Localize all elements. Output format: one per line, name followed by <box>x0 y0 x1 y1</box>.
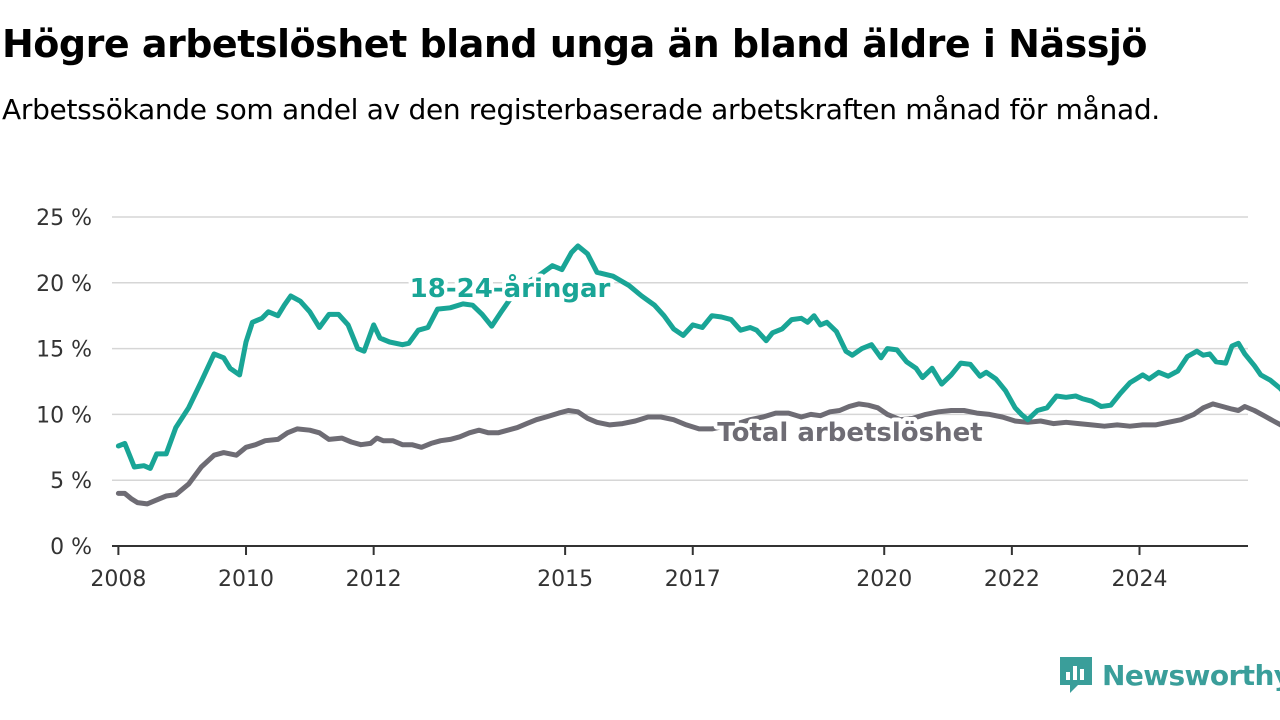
x-tick-label: 2015 <box>537 567 593 592</box>
youth-series-label: 18-24-åringar <box>410 272 611 304</box>
y-tick-label: 15 % <box>36 338 92 363</box>
newsworthy-brand: Newsworthy <box>1058 655 1280 695</box>
y-tick-label: 5 % <box>50 469 92 494</box>
total-unemployment-line <box>115 401 1280 507</box>
x-tick-label: 2020 <box>856 567 912 592</box>
gridlines <box>112 216 1248 481</box>
x-tick-label: 2010 <box>218 567 274 592</box>
y-tick-label: 10 % <box>36 403 92 428</box>
series-labels: 11,4 %18-24-åringar8,3 %Total arbetslösh… <box>406 268 987 452</box>
series-lines <box>115 243 1280 507</box>
brand-name: Newsworthy <box>1102 658 1280 692</box>
y-tick-label: 25 % <box>36 206 92 231</box>
y-tick-label: 20 % <box>36 272 92 297</box>
x-tick-label: 2024 <box>1112 567 1168 592</box>
newsworthy-logo-icon <box>1060 657 1092 693</box>
x-tick-label: 2008 <box>90 567 146 592</box>
chart-title: Högre arbetslöshet bland unga än bland ä… <box>2 22 1147 66</box>
total-series-label: Total arbetslöshet <box>717 418 982 448</box>
x-axis-ticks: 2008 2010 2012 2015 2017 2020 2022 2024 <box>90 546 1168 592</box>
x-tick-label: 2022 <box>984 567 1040 592</box>
x-tick-label: 2017 <box>665 567 721 592</box>
y-axis-tick-labels: 0 % 5 % 10 % 15 % 20 % 25 % <box>36 206 92 560</box>
y-tick-label: 0 % <box>50 535 92 560</box>
x-tick-label: 2012 <box>346 567 402 592</box>
chart-subtitle: Arbetssökande som andel av den registerb… <box>2 93 1160 126</box>
youth-unemployment-line <box>115 243 1280 471</box>
